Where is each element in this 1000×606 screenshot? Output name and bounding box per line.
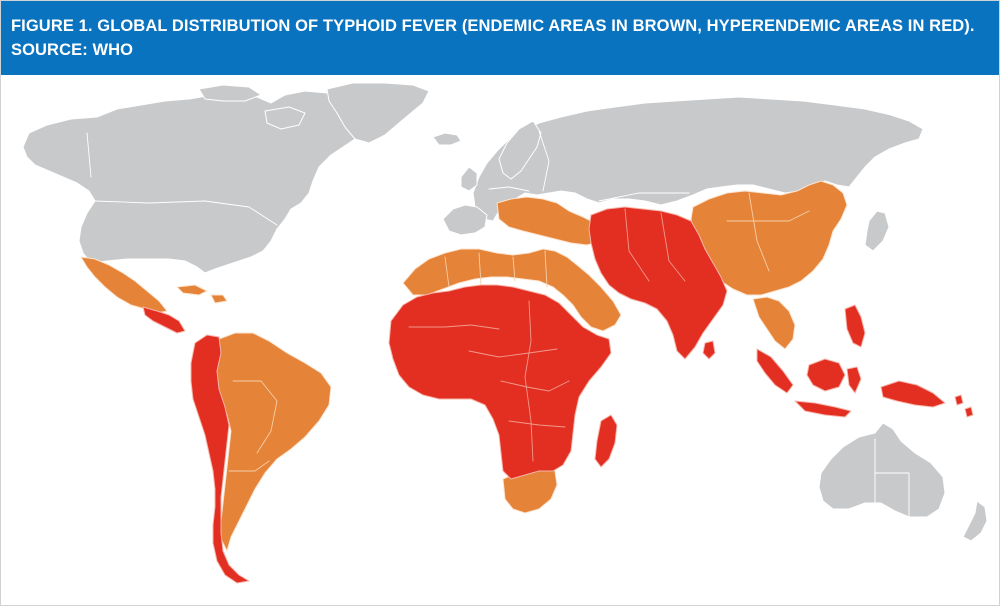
region-borneo	[806, 358, 846, 392]
region-iceland	[432, 132, 462, 146]
world-map-svg	[22, 82, 988, 584]
border-brazil	[232, 380, 278, 454]
region-caribbean-2	[210, 294, 228, 304]
endemic-regions	[80, 180, 848, 552]
region-british-isles	[460, 166, 478, 192]
region-arctic-islands-2	[264, 106, 306, 130]
region-java	[794, 400, 852, 418]
region-pacific-islands-2	[964, 406, 974, 418]
border-europe-russia	[538, 130, 550, 192]
region-greenland	[326, 82, 430, 144]
region-turkey-balkans	[496, 196, 606, 246]
region-south-asia	[588, 206, 728, 360]
border-central-africa	[468, 348, 558, 358]
region-north-africa-middle-east	[402, 248, 622, 332]
region-madagascar	[594, 414, 618, 468]
border-africa-vertical	[524, 300, 534, 462]
border-west-africa	[408, 324, 500, 330]
country-borders	[86, 130, 910, 518]
region-mexico	[80, 256, 168, 314]
region-arctic-islands	[198, 84, 262, 102]
figure-caption: FIGURE 1. GLOBAL DISTRIBUTION OF TYPHOID…	[11, 17, 975, 59]
border-alaska	[86, 132, 92, 178]
region-new-zealand	[962, 500, 988, 542]
region-sri-lanka	[702, 340, 716, 360]
caption-bar: FIGURE 1. GLOBAL DISTRIBUTION OF TYPHOID…	[1, 1, 999, 75]
not-endemic-regions	[22, 82, 988, 542]
region-scandinavia	[498, 120, 542, 180]
border-russia-kazakh	[598, 192, 690, 202]
region-southeast-asia	[752, 296, 796, 350]
border-congo	[500, 380, 570, 392]
border-us-canada	[94, 200, 278, 226]
region-south-america-east	[214, 332, 332, 552]
border-mongolia	[726, 210, 810, 222]
region-north-america	[22, 90, 362, 274]
border-north-africa	[444, 250, 548, 288]
region-western-europe	[442, 204, 488, 236]
region-central-america	[142, 306, 186, 334]
border-australia-nt	[874, 472, 910, 518]
border-argentina	[228, 460, 270, 472]
region-pacific-islands	[954, 394, 964, 406]
hyperendemic-regions	[142, 206, 974, 584]
border-africa-south	[508, 420, 566, 428]
region-indonesia	[756, 348, 794, 394]
region-sub-saharan-africa	[388, 284, 612, 480]
region-philippines	[844, 304, 866, 348]
region-new-guinea	[880, 380, 946, 408]
region-caribbean	[176, 284, 208, 296]
region-australia	[818, 422, 946, 518]
border-europe-1	[488, 186, 530, 192]
world-map	[9, 81, 993, 599]
region-japan	[864, 210, 890, 252]
region-sulawesi	[846, 366, 862, 394]
region-south-america-west	[190, 334, 250, 584]
border-china	[748, 192, 770, 272]
border-south-asia	[624, 208, 686, 282]
